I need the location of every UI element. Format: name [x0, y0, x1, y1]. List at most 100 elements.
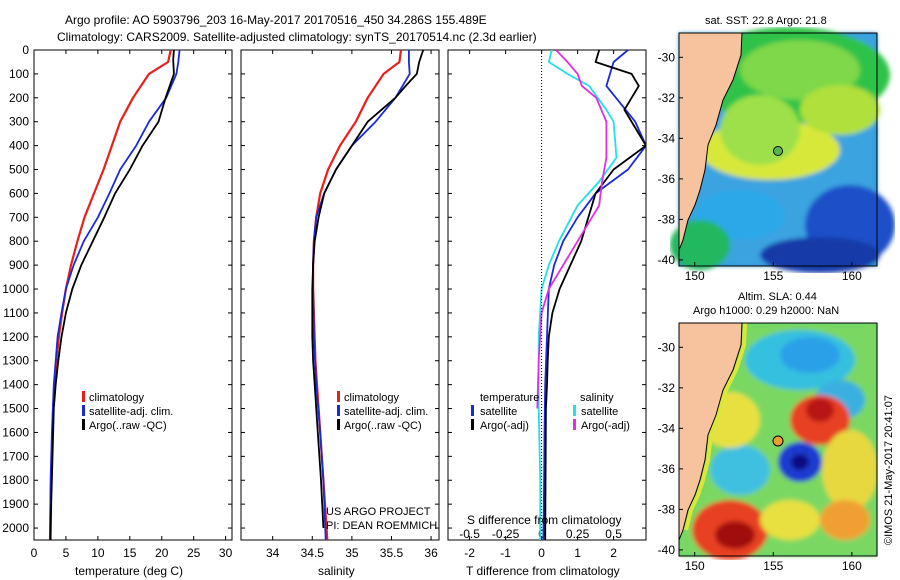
salinity-panel — [240, 49, 440, 541]
x2-tick-label: 0.5 — [605, 527, 622, 541]
sst-map: 150 155 160 -30 -32 -34 -36 -38 -40 — [658, 27, 895, 283]
map-y-tick-label: -32 — [658, 381, 676, 395]
depth-tick-label: 500 — [9, 163, 29, 177]
legend-temperature-heading: temperature — [480, 392, 539, 404]
depth-tick-label: 1800 — [2, 473, 29, 487]
temperature-legend: climatology satellite-adj. clim. Argo(..… — [82, 391, 173, 432]
copyright-stamp: ©IMOS 21-May-2017 20:41:07 — [883, 395, 895, 545]
depth-tick-label: 1000 — [2, 282, 29, 296]
sla-land — [679, 323, 742, 540]
series-group — [48, 50, 181, 540]
series-line-satellite-adj-clim- — [312, 50, 411, 540]
map-y-tick-label: -36 — [658, 462, 676, 476]
map-y-tick-label: -38 — [658, 212, 676, 226]
sst-argo-location-marker — [773, 146, 783, 156]
x-tick-label: 34.5 — [301, 546, 325, 560]
legend-swatch-argo — [82, 419, 85, 430]
legend-label-climatology: climatology — [344, 392, 400, 404]
legend-swatch-sal-satellite — [573, 405, 576, 416]
legend-label-argo: Argo(..raw -QC) — [344, 420, 422, 432]
legend-label-climatology: climatology — [89, 392, 145, 404]
depth-tick-label: 1300 — [2, 354, 29, 368]
legend-swatch-satellite — [337, 405, 340, 416]
legend-label-temp-argo: Argo(-adj) — [480, 420, 529, 432]
depth-tick-label: 100 — [9, 67, 29, 81]
pi-credit: PI: DEAN ROEMMICH — [326, 520, 437, 532]
depth-tick-label: 2000 — [2, 521, 29, 535]
x-tick-label: 34 — [266, 546, 280, 560]
map-x-tick-label: 160 — [842, 269, 862, 283]
t-difference-axis-label: T difference from climatology — [466, 564, 620, 578]
depth-tick-label: 400 — [9, 139, 29, 153]
x-tick-label: 0 — [538, 546, 545, 560]
legend-label-satellite: satellite-adj. clim. — [344, 406, 428, 418]
sla-coastline — [678, 322, 743, 541]
map-y-tick-label: -40 — [658, 253, 676, 267]
sst-coastline — [678, 32, 743, 251]
x-tick-label: 10 — [91, 546, 105, 560]
series-line-argo-raw-qc- — [49, 50, 175, 540]
map-x-tick-label: 150 — [685, 269, 705, 283]
salinity-legend: climatology satellite-adj. clim. Argo(..… — [337, 391, 428, 432]
depth-tick-label: 1900 — [2, 497, 29, 511]
map-y-tick-label: -40 — [658, 543, 676, 557]
sst-map-ticks: 150 155 160 -30 -32 -34 -36 -38 -40 — [658, 50, 863, 283]
legend-salinity-heading: salinity — [580, 392, 614, 404]
map-x-tick-label: 155 — [763, 559, 783, 573]
x-tick-label: 35 — [345, 546, 359, 560]
depth-tick-label: 800 — [9, 234, 29, 248]
depth-tick-label: 1500 — [2, 402, 29, 416]
x-tick-label: 20 — [155, 546, 169, 560]
sla-map-ticks: 150 155 160 -30 -32 -34 -36 -38 -40 — [658, 340, 863, 573]
map-y-tick-label: -30 — [658, 50, 676, 64]
x-tick-label: 15 — [123, 546, 137, 560]
difference-legend: temperature satellite Argo(-adj) salinit… — [471, 392, 630, 432]
legend-swatch-argo — [337, 419, 340, 430]
x-tick-label: 5 — [63, 546, 70, 560]
legend-swatch-climatology — [337, 391, 340, 402]
depth-tick-label: 0 — [22, 43, 29, 57]
sla-coastal-yellow-band — [684, 322, 747, 531]
temperature-axis-label: temperature (deg C) — [75, 564, 183, 578]
x-tick-label: 1 — [574, 546, 581, 560]
sst-land — [679, 33, 742, 250]
x-tick-label: 30 — [219, 546, 233, 560]
legend-label-sal-satellite: satellite — [581, 406, 618, 418]
legend-swatch-satellite — [82, 405, 85, 416]
x-tick-label: 25 — [187, 546, 201, 560]
legend-label-satellite: satellite-adj. clim. — [89, 406, 173, 418]
map-y-tick-label: -32 — [658, 91, 676, 105]
map-y-tick-label: -34 — [658, 421, 676, 435]
series-line-salinity-argo-adj- — [536, 50, 608, 409]
sla-argo-location-marker — [772, 435, 784, 447]
depth-tick-label: 700 — [9, 210, 29, 224]
series-layer — [48, 50, 646, 540]
project-credit: US ARGO PROJECT — [326, 506, 431, 518]
legend-swatch-climatology — [82, 391, 85, 402]
series-line-argo-raw-qc- — [311, 50, 425, 529]
map-y-tick-label: -30 — [658, 340, 676, 354]
series-group — [311, 50, 425, 540]
sla-map: 150 155 160 -30 -32 -34 -36 -38 -40 — [658, 322, 878, 573]
x-tick-label: 36 — [424, 546, 438, 560]
legend-swatch-sal-argo — [573, 419, 576, 430]
sst-map-frame — [678, 32, 878, 267]
depth-tick-label: 900 — [9, 258, 29, 272]
x2-tick-label: 0.25 — [566, 527, 590, 541]
legend-swatch-temp-satellite — [471, 405, 474, 416]
depth-tick-label: 1700 — [2, 449, 29, 463]
map-y-tick-label: -34 — [658, 131, 676, 145]
header-line-2: Climatology: CARS2009. Satellite-adjuste… — [57, 30, 537, 44]
header-line-1: Argo profile: AO 5903796_203 16-May-2017… — [65, 13, 487, 27]
sla-map-title-1: Altim. SLA: 0.44 — [738, 291, 817, 303]
depth-tick-label: 1600 — [2, 425, 29, 439]
x2-tick-label: -0.25 — [492, 527, 520, 541]
temperature-panel — [33, 49, 233, 541]
legend-label-sal-argo: Argo(-adj) — [581, 420, 630, 432]
x-tick-label: -1 — [500, 546, 511, 560]
s-difference-axis-label: S difference from climatology — [467, 513, 622, 527]
x-tick-label: 0 — [31, 546, 38, 560]
series-line-temperature-satellite — [542, 50, 646, 540]
depth-tick-label: 300 — [9, 115, 29, 129]
